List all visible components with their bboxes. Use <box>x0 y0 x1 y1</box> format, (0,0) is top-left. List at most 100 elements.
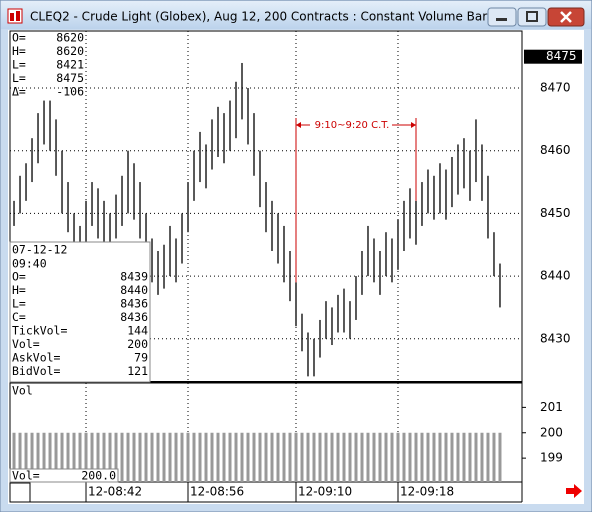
volume-bar <box>498 432 502 482</box>
x-tick-label: 12-08:42 <box>88 485 142 499</box>
info-value: 8436 <box>120 297 148 311</box>
volume-bar <box>432 432 436 482</box>
info-label: O= <box>12 270 26 284</box>
minimize-icon <box>496 18 507 21</box>
readout-label: O= <box>12 31 26 45</box>
volume-bar <box>12 432 16 482</box>
info-label: BidVol= <box>12 364 61 378</box>
volume-bar <box>180 432 184 482</box>
volume-bar <box>156 432 160 482</box>
volume-bar <box>480 432 484 482</box>
last-price-box <box>524 49 582 64</box>
volume-bar <box>252 432 256 482</box>
volume-bar <box>234 432 238 482</box>
volume-bar <box>384 432 388 482</box>
volume-bar <box>426 432 430 482</box>
volume-bar <box>216 432 220 482</box>
volume-readout-box <box>9 468 119 483</box>
volume-bar <box>306 432 310 482</box>
volume-bar <box>108 432 112 482</box>
x-tick-label: 12-08:56 <box>190 485 244 499</box>
volume-bar <box>198 432 202 482</box>
info-value: 8436 <box>120 310 148 324</box>
app-icon-bar <box>10 13 14 21</box>
volume-bar <box>222 432 226 482</box>
volume-bar <box>48 432 52 482</box>
volume-bar <box>492 432 496 482</box>
volume-bar <box>168 432 172 482</box>
volume-bar <box>96 432 100 482</box>
volume-bar <box>138 432 142 482</box>
volume-bar <box>162 432 166 482</box>
volume-bar <box>174 432 178 482</box>
volume-bar <box>210 432 214 482</box>
info-label: Vol= <box>12 337 40 351</box>
volume-bar <box>408 432 412 482</box>
volume-bar <box>24 432 28 482</box>
volume-bar <box>36 432 40 482</box>
volume-bar <box>114 432 118 482</box>
y-tick-label: 8450 <box>540 206 571 220</box>
maximize-button[interactable] <box>517 7 547 27</box>
volume-bar <box>348 432 352 482</box>
y-tick-label: 8460 <box>540 143 571 157</box>
minimize-button[interactable] <box>487 7 517 27</box>
readout-label: H= <box>12 44 26 58</box>
info-label: L= <box>12 297 26 311</box>
y-tick-label: 8470 <box>540 81 571 95</box>
volume-bar <box>390 432 394 482</box>
info-label: TickVol= <box>12 324 67 338</box>
readout-value: 8620 <box>56 31 84 45</box>
volume-bar <box>366 432 370 482</box>
info-time: 09:40 <box>12 257 47 271</box>
volume-bar <box>66 432 70 482</box>
maximize-icon <box>526 11 538 22</box>
volume-bar <box>324 432 328 482</box>
volume-bar <box>402 432 406 482</box>
info-label: C= <box>12 310 26 324</box>
volume-bar <box>276 432 280 482</box>
y-tick-label: 8430 <box>540 331 571 345</box>
info-date: 07-12-12 <box>12 243 67 257</box>
readout-value: 8475 <box>56 71 84 85</box>
volume-bar <box>42 432 46 482</box>
app-icon-bar <box>16 11 20 21</box>
y2-tick-label: 201 <box>540 400 563 414</box>
annotation-text: 9:10~9:20 C.T. <box>315 120 390 131</box>
volume-bar <box>246 432 250 482</box>
readout-label: L= <box>12 71 26 85</box>
info-value: 8440 <box>120 283 148 297</box>
x-tick-label: 12-09:10 <box>298 485 352 499</box>
volume-bar <box>18 432 22 482</box>
volume-bar <box>282 432 286 482</box>
volume-bar <box>186 432 190 482</box>
scroll-arrow[interactable] <box>566 484 582 498</box>
volume-bar <box>270 432 274 482</box>
volume-bar <box>372 432 376 482</box>
x-tick-label: 12-09:18 <box>400 485 454 499</box>
volume-bar <box>84 432 88 482</box>
y2-tick-label: 199 <box>540 451 563 465</box>
volume-bar <box>54 432 58 482</box>
volume-bar <box>438 432 442 482</box>
info-value: 200 <box>127 337 148 351</box>
volume-bar <box>474 432 478 482</box>
plot: 8430 8440 8450 8460 8470 199 200 201 12-08:42 12-… <box>9 30 582 503</box>
volume-bar <box>462 432 466 482</box>
volume-bar <box>336 432 340 482</box>
readout-value: 8620 <box>56 44 84 58</box>
info-label: H= <box>12 283 26 297</box>
volume-bar <box>132 432 136 482</box>
volume-bar <box>444 432 448 482</box>
volume-bar <box>312 432 316 482</box>
close-icon <box>560 11 572 23</box>
volume-bar <box>288 432 292 482</box>
volume-bar <box>228 432 232 482</box>
volume-bar <box>414 432 418 482</box>
volume-label: Vol <box>12 384 33 398</box>
info-panel <box>9 241 151 383</box>
volume-bar <box>420 432 424 482</box>
last-price-label: 8475 <box>546 49 577 63</box>
volume-readout-value: 200.0 <box>81 469 116 483</box>
volume-bar <box>354 432 358 482</box>
